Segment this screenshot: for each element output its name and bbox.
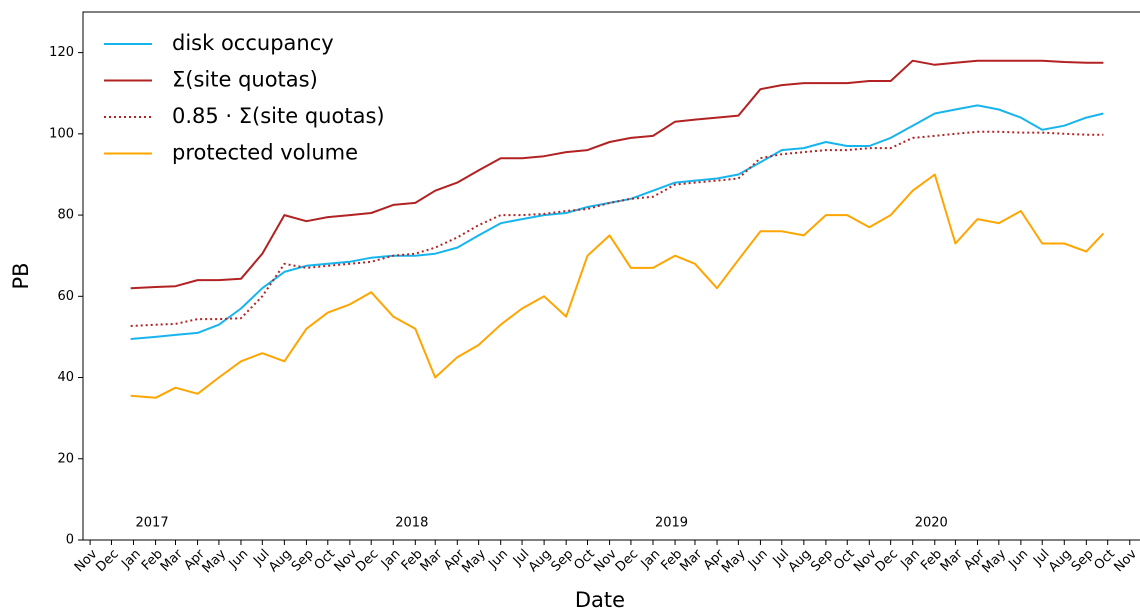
x-tick-label: Oct — [571, 547, 598, 574]
x-tick-label: Jun — [745, 547, 771, 573]
year-label: 2019 — [655, 516, 688, 531]
x-tick-label: Mar — [418, 546, 446, 574]
y-tick-label: 120 — [49, 45, 74, 60]
x-tick-label: May — [200, 546, 230, 576]
x-tick-label: Jun — [1006, 547, 1032, 573]
x-tick-label: Nov — [1112, 546, 1140, 575]
series-line — [130, 59, 1104, 290]
y-tick-label: 80 — [57, 208, 74, 223]
year-label: 2018 — [395, 516, 428, 531]
series-line — [130, 173, 1105, 399]
series-line — [130, 104, 1104, 340]
x-tick-label: Aug — [266, 547, 295, 576]
x-tick-label: Mar — [158, 546, 186, 574]
y-tick-label: 40 — [57, 370, 74, 385]
legend-label: disk occupancy — [172, 31, 334, 55]
x-tick-label: Jan — [118, 547, 143, 572]
y-tick-label: 0 — [66, 533, 74, 548]
x-tick-label: May — [459, 546, 489, 576]
x-axis-label: Date — [575, 588, 625, 612]
plot-frame — [82, 11, 1140, 541]
x-tick-label: Aug — [786, 547, 815, 576]
legend-label: Σ(site quotas) — [172, 68, 318, 92]
x-tick-label: Oct — [831, 547, 858, 574]
x-tick-label: Jan — [378, 547, 403, 572]
y-tick-label: 100 — [49, 126, 74, 141]
year-label: 2020 — [915, 516, 948, 531]
x-tick-label: Mar — [938, 546, 966, 574]
y-tick-label: 60 — [57, 289, 74, 304]
x-tick-label: Mar — [677, 546, 705, 574]
x-tick-label: Jun — [485, 547, 511, 573]
x-tick-label: Jun — [226, 547, 252, 573]
x-tick-label: Dec — [613, 547, 641, 575]
x-tick-label: Dec — [873, 547, 901, 575]
y-axis-label: PB — [9, 262, 33, 289]
series-line — [130, 130, 1104, 327]
legend-label: 0.85 · Σ(site quotas) — [172, 104, 385, 128]
y-tick-label: 20 — [57, 451, 74, 466]
year-label: 2017 — [136, 516, 169, 531]
x-tick-label: Dec — [93, 547, 121, 575]
legend-label: protected volume — [172, 141, 358, 165]
x-tick-label: May — [719, 546, 749, 576]
x-tick-label: Dec — [353, 547, 381, 575]
x-tick-label: May — [979, 546, 1009, 576]
x-tick-label: Aug — [526, 547, 555, 576]
x-tick-label: Oct — [1091, 547, 1118, 574]
x-tick-label: Oct — [312, 547, 339, 574]
x-tick-label: Jan — [638, 547, 663, 572]
x-tick-label: Jan — [898, 547, 923, 572]
x-tick-label: Aug — [1046, 547, 1075, 576]
